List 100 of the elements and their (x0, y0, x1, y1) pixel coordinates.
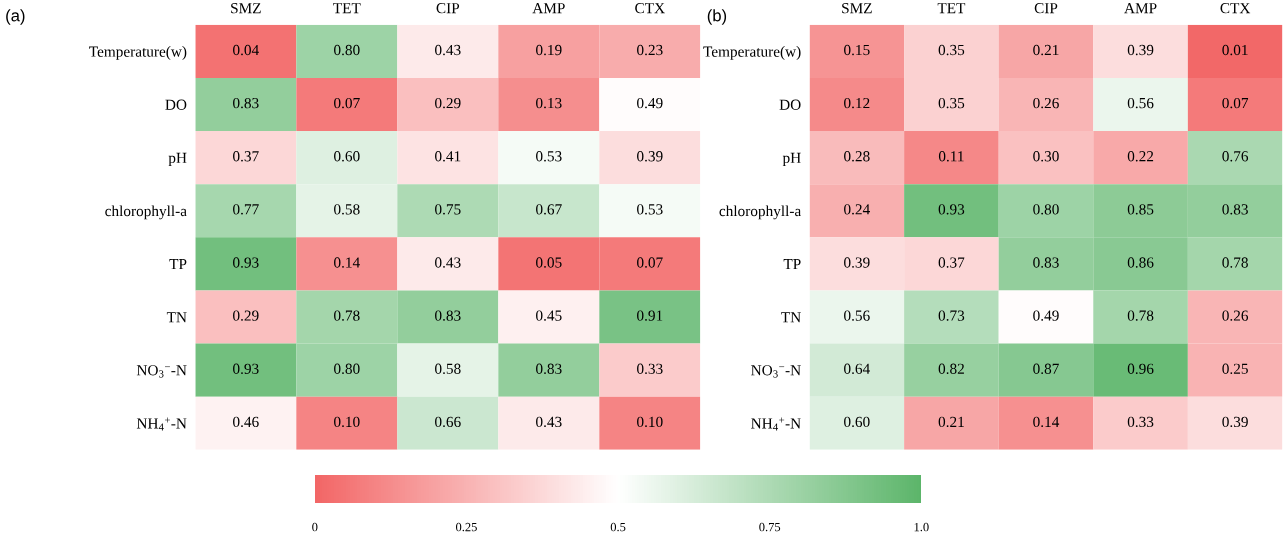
data-label: 0.10 (334, 416, 360, 428)
y-tick-label: pH (782, 152, 801, 167)
data-label: 0.11 (938, 151, 964, 162)
y-tick-label: chlorophyll-a (105, 205, 187, 220)
data-label: 0.96 (1127, 363, 1154, 374)
data-label: 0.43 (435, 257, 461, 268)
y-tick-label: TN (781, 312, 801, 323)
data-label: 0.22 (1127, 151, 1154, 162)
data-label: 0.80 (334, 363, 360, 374)
data-label: 0.24 (844, 204, 870, 215)
data-label: 0.29 (233, 310, 259, 321)
data-label: 0.85 (1127, 204, 1154, 215)
x-tick-label: TET (333, 3, 361, 14)
data-label: 0.91 (637, 310, 663, 321)
x-tick-label: CIP (436, 3, 460, 14)
data-label: 0.78 (1222, 257, 1248, 268)
y-tick-label: TP (169, 259, 187, 270)
data-label: 0.21 (1033, 44, 1059, 56)
data-label: 0.87 (1033, 363, 1059, 374)
data-label: 0.64 (844, 363, 870, 374)
data-label: 0.43 (435, 44, 461, 56)
y-tick-label: Temperature(w) (703, 46, 801, 60)
data-label: 0.49 (1033, 310, 1059, 321)
color-bar-label: 0.25 (455, 522, 477, 532)
data-label: 0.77 (233, 204, 259, 215)
data-label: 0.60 (334, 151, 360, 162)
data-label: 0.07 (637, 257, 663, 268)
data-label: 0.75 (435, 204, 461, 215)
data-label: 0.37 (938, 257, 965, 268)
data-label: 0.39 (1222, 416, 1248, 428)
data-label: 0.78 (334, 310, 360, 321)
data-label: 0.76 (1222, 151, 1249, 162)
data-label: 0.07 (1222, 97, 1249, 109)
y-tick-label: pH (168, 152, 187, 167)
data-label: 0.82 (938, 363, 964, 374)
data-label: 0.53 (637, 204, 663, 215)
data-label: 0.80 (334, 44, 360, 56)
data-label: 0.01 (1222, 44, 1248, 56)
data-label: 0.46 (233, 416, 259, 428)
data-label: 0.93 (233, 257, 259, 268)
data-label: 0.30 (1033, 151, 1059, 162)
data-label: 0.23 (637, 44, 663, 56)
y-tick-label: NH$_{4}$$^{+}$-N (136, 417, 187, 431)
data-label: 0.43 (536, 416, 562, 428)
data-label: 0.21 (938, 416, 964, 428)
x-tick-label: SMZ (231, 3, 261, 14)
data-label: 0.25 (1222, 363, 1248, 374)
data-label: 0.05 (536, 257, 562, 268)
text: (a) (6, 9, 25, 25)
data-label: 0.83 (233, 97, 259, 109)
data-label: 0.56 (844, 310, 870, 321)
data-label: 0.04 (233, 44, 259, 56)
y-tick-label: DO (165, 99, 187, 110)
data-label: 0.93 (938, 204, 965, 215)
x-tick-label: AMP (532, 3, 565, 14)
data-label: 0.15 (844, 44, 870, 56)
y-tick-label: TP (783, 259, 801, 270)
color-bar-label: 0.75 (759, 522, 781, 532)
data-label: 0.66 (435, 416, 461, 428)
data-label: 0.67 (536, 204, 562, 215)
data-label: 0.33 (1127, 416, 1154, 428)
color-bar-label: 1.0 (914, 522, 929, 532)
data-label: 0.80 (1033, 204, 1059, 215)
data-label: 0.37 (233, 151, 259, 162)
chart-title: (b) (707, 9, 727, 25)
x-tick-label: SMZ (842, 3, 872, 14)
x-tick-label: CTX (1220, 3, 1251, 14)
data-label: 0.58 (334, 204, 360, 215)
data-label: 0.41 (435, 151, 461, 162)
data-label: 0.35 (938, 97, 965, 109)
data-label: 0.45 (536, 310, 562, 321)
y-tick-label: Temperature(w) (89, 46, 187, 60)
data-label: 0.33 (637, 363, 663, 374)
data-label: 0.60 (844, 416, 870, 428)
data-label: 0.78 (1127, 310, 1154, 321)
data-label: 0.83 (435, 310, 461, 321)
y-tick-label: DO (779, 99, 801, 110)
data-label: 0.93 (233, 363, 259, 374)
data-label: 0.35 (938, 44, 965, 56)
data-label: 0.83 (1033, 257, 1059, 268)
data-label: 0.26 (1033, 97, 1059, 109)
x-tick-label: TET (937, 3, 966, 14)
data-label: 0.28 (844, 151, 870, 162)
data-label: 0.13 (536, 97, 562, 109)
data-label: 0.53 (536, 151, 562, 162)
data-label: 0.86 (1127, 257, 1154, 268)
x-tick-label: AMP (1124, 3, 1157, 14)
x-tick-label: CTX (635, 3, 665, 14)
data-label: 0.39 (637, 151, 663, 162)
data-label: 0.39 (1127, 44, 1154, 56)
data-label: 0.83 (1222, 204, 1248, 215)
data-label: 0.39 (844, 257, 870, 268)
data-label: 0.26 (1222, 310, 1249, 321)
color-bar-label: 0 (312, 522, 318, 532)
x-tick-label: CIP (1034, 3, 1058, 14)
data-label: 0.07 (334, 97, 360, 109)
data-label: 0.73 (938, 310, 965, 321)
y-tick-label: NO$_{3}$$^{−}$-N (136, 365, 187, 378)
data-label: 0.10 (637, 416, 663, 428)
data-label: 0.19 (536, 44, 562, 56)
